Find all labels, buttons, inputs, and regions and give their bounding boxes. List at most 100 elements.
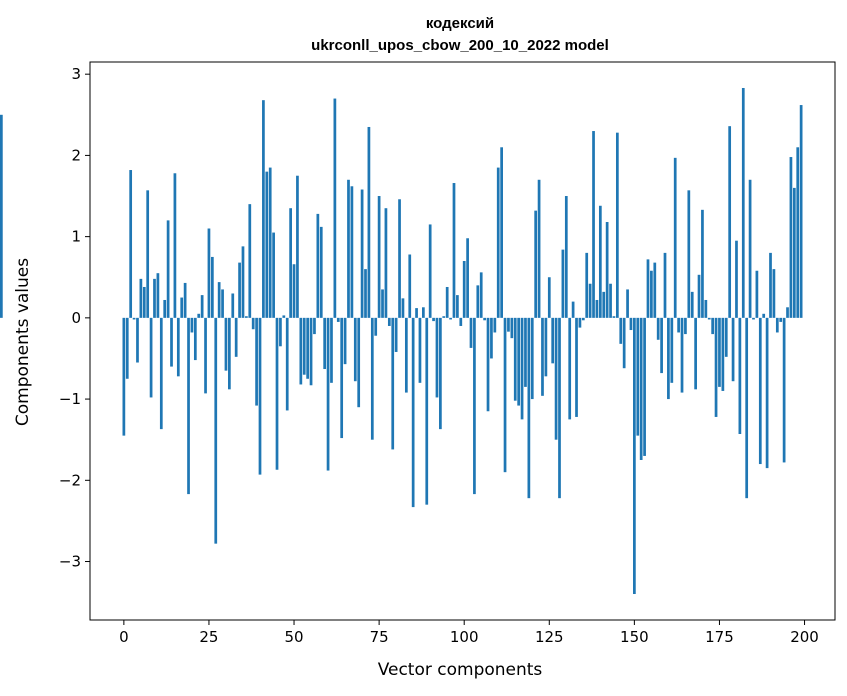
bar-79 — [391, 317, 395, 450]
bar-110 — [496, 167, 500, 318]
bar-35 — [241, 246, 245, 318]
bar-6 — [142, 286, 146, 318]
bar-58 — [319, 226, 323, 318]
bar-68 — [353, 317, 357, 382]
bar-53 — [302, 317, 306, 375]
bar-119 — [527, 317, 531, 499]
bar-192 — [775, 317, 779, 333]
bar-188 — [762, 313, 766, 318]
bar-115 — [513, 317, 517, 401]
bar-180 — [735, 240, 738, 318]
y-tick-label: −2 — [59, 471, 81, 489]
bar-190 — [769, 252, 772, 318]
bar-45 — [275, 317, 279, 470]
bar-44 — [272, 232, 275, 318]
bar-36 — [245, 316, 248, 318]
bar-20 — [190, 317, 194, 333]
bar-54 — [306, 317, 310, 379]
y-tick-label: 1 — [71, 228, 81, 246]
bar-127 — [554, 317, 558, 440]
bar-41 — [262, 100, 265, 318]
bar-130 — [564, 196, 568, 318]
bar-159 — [663, 252, 667, 318]
plot-frame — [89, 61, 836, 621]
bar-146 — [619, 317, 623, 344]
bar-122 — [537, 179, 541, 318]
bar-138 — [592, 131, 595, 318]
bar-124 — [544, 317, 548, 377]
bar-106 — [483, 317, 486, 321]
bar-198 — [796, 147, 800, 318]
bar-141 — [602, 291, 606, 318]
bar-26 — [210, 256, 214, 318]
bar-62 — [333, 98, 337, 318]
bar-162 — [673, 157, 677, 318]
bar-4 — [136, 317, 139, 363]
bar-78 — [387, 317, 391, 326]
bar-34 — [238, 262, 241, 318]
bar-98 — [456, 295, 459, 318]
bar-112 — [503, 317, 507, 473]
bar-117 — [520, 317, 524, 420]
bar-129 — [561, 249, 565, 318]
bar-184 — [748, 179, 752, 318]
x-tick-label: 50 — [284, 628, 303, 646]
bar-186 — [755, 270, 759, 318]
bar-108 — [490, 317, 493, 359]
bar-181 — [738, 317, 742, 434]
bar-71 — [364, 269, 367, 318]
bar-5 — [139, 278, 143, 318]
bar-103 — [473, 317, 476, 495]
bar-99 — [459, 317, 463, 326]
bar-95 — [445, 286, 449, 318]
bar-168 — [694, 317, 697, 390]
bar-65 — [343, 317, 347, 365]
bar-101 — [466, 238, 469, 318]
bar-46 — [279, 317, 282, 347]
bar-161 — [670, 317, 674, 383]
bar-25 — [207, 228, 211, 318]
bar-139 — [595, 299, 599, 318]
bar-187 — [758, 317, 762, 465]
y-tick-label: 2 — [71, 146, 81, 164]
bar-147 — [622, 317, 626, 369]
y-tick-label: −1 — [59, 390, 81, 408]
y-tick-label: 3 — [71, 65, 81, 83]
bar-197 — [792, 187, 796, 318]
bar-120 — [530, 317, 534, 400]
bar-131 — [568, 317, 572, 420]
bar-3 — [132, 317, 136, 320]
bar-140 — [598, 205, 602, 318]
bar-125 — [547, 277, 551, 318]
bar-111 — [500, 147, 504, 318]
bar-152 — [639, 317, 643, 460]
bar-185 — [752, 317, 755, 320]
bar-undefined — [0, 114, 3, 318]
bar-155 — [650, 270, 653, 318]
bar-170 — [701, 209, 704, 318]
bar-19 — [187, 317, 190, 495]
x-tick-label: 200 — [790, 628, 819, 646]
bar-22 — [197, 313, 201, 318]
y-axis-label: Components values — [13, 258, 33, 426]
bar-94 — [442, 316, 446, 318]
bar-105 — [479, 272, 483, 318]
bar-179 — [731, 317, 735, 382]
bar-82 — [401, 298, 405, 318]
bar-32 — [231, 293, 235, 318]
bar-193 — [779, 317, 783, 322]
bar-151 — [636, 317, 640, 436]
bar-57 — [316, 213, 320, 318]
bar-37 — [248, 204, 252, 318]
bar-66 — [347, 179, 350, 318]
bar-72 — [367, 126, 371, 318]
bar-21 — [193, 317, 197, 361]
bar-63 — [336, 317, 340, 322]
bar-196 — [789, 157, 793, 318]
bar-31 — [228, 317, 231, 390]
bar-12 — [163, 299, 167, 318]
bar-51 — [296, 175, 299, 318]
bar-182 — [741, 87, 745, 318]
bar-70 — [360, 189, 364, 318]
